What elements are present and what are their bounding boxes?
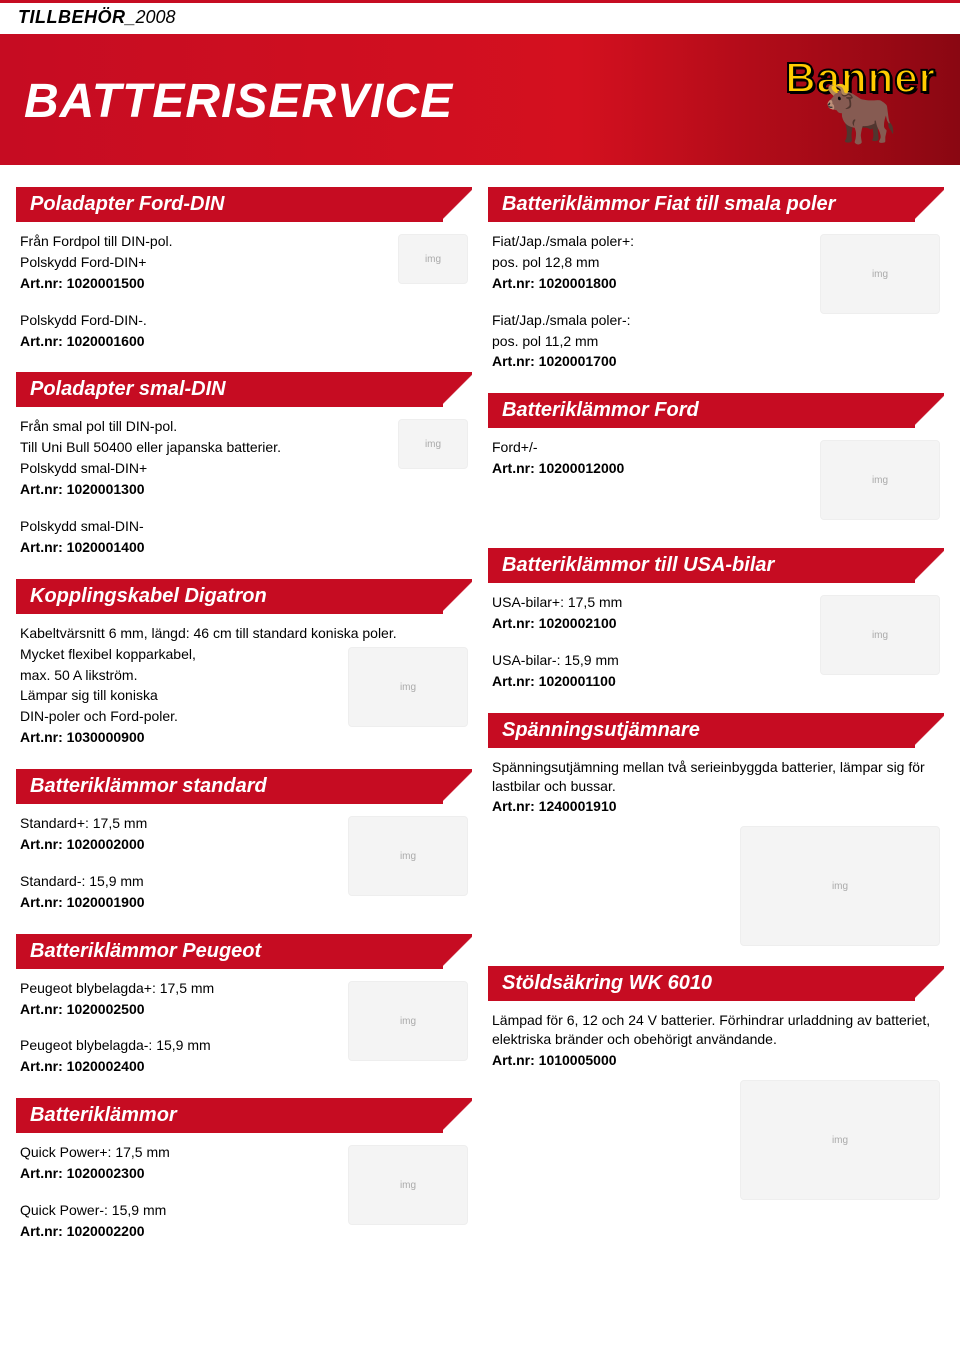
block-ford-din: img Från Fordpol till DIN-pol. Polskydd … xyxy=(16,232,472,358)
block-smal-din: img Från smal pol till DIN-pol. Till Uni… xyxy=(16,417,472,564)
section-klammor-fiat: Batteriklämmor Fiat till smala poler xyxy=(488,187,944,222)
section-klammor-usa: Batteriklämmor till USA-bilar xyxy=(488,548,944,583)
section-klammor: Batteriklämmor xyxy=(16,1098,472,1133)
block-usa: img USA-bilar+: 17,5 mm Art.nr: 10200021… xyxy=(488,593,944,699)
art-nr: Art.nr: 1030000900 xyxy=(20,728,468,747)
product-image: img xyxy=(348,1145,468,1225)
art-nr: Art.nr: 1020001300 xyxy=(20,480,468,499)
brand-logo: Banner 🐂 xyxy=(785,54,936,132)
product-image: img xyxy=(820,440,940,520)
right-column: Batteriklämmor Fiat till smala poler img… xyxy=(488,187,944,1249)
art-nr: Art.nr: 1010005000 xyxy=(492,1051,940,1070)
top-tag: TILLBEHÖR_2008 xyxy=(0,3,194,34)
block-peugeot: img Peugeot blybelagda+: 17,5 mm Art.nr:… xyxy=(16,979,472,1085)
section-klammor-standard: Batteriklämmor standard xyxy=(16,769,472,804)
block-ford: img Ford+/- Art.nr: 10200012000 xyxy=(488,438,944,534)
product-image: img xyxy=(820,234,940,314)
product-image: img xyxy=(348,981,468,1061)
product-image: img xyxy=(398,234,468,284)
product-image: img xyxy=(820,595,940,675)
section-klammor-peugeot: Batteriklämmor Peugeot xyxy=(16,934,472,969)
text: pos. pol 11,2 mm xyxy=(492,332,940,351)
text: Polskydd Ford-DIN-. xyxy=(20,311,468,330)
product-image: img xyxy=(348,647,468,727)
content-columns: Poladapter Ford-DIN img Från Fordpol til… xyxy=(0,165,960,1279)
text: Kabeltvärsnitt 6 mm, längd: 46 cm till s… xyxy=(20,624,468,643)
product-image: img xyxy=(740,826,940,946)
block-standard: img Standard+: 17,5 mm Art.nr: 102000200… xyxy=(16,814,472,920)
section-stoldsakring: Stöldsäkring WK 6010 xyxy=(488,966,944,1001)
left-column: Poladapter Ford-DIN img Från Fordpol til… xyxy=(16,187,472,1249)
block-wk6010: Lämpad för 6, 12 och 24 V batterier. För… xyxy=(488,1011,944,1206)
art-nr: Art.nr: 1020001600 xyxy=(20,332,468,351)
section-klammor-ford: Batteriklämmor Ford xyxy=(488,393,944,428)
art-nr: Art.nr: 1020001400 xyxy=(20,538,468,557)
art-nr: Art.nr: 1240001910 xyxy=(492,797,940,816)
hero-banner: BATTERISERVICE Banner 🐂 xyxy=(0,34,960,165)
text: Spänningsutjämning mellan två serieinbyg… xyxy=(492,758,940,796)
block-digatron: Kabeltvärsnitt 6 mm, längd: 46 cm till s… xyxy=(16,624,472,755)
text: Polskydd smal-DIN- xyxy=(20,517,468,536)
tag-bold: TILLBEHÖR xyxy=(18,7,126,27)
block-fiat: img Fiat/Jap./smala poler+: pos. pol 12,… xyxy=(488,232,944,379)
product-image: img xyxy=(398,419,468,469)
tag-year: _2008 xyxy=(126,7,176,27)
block-equalizer: Spänningsutjämning mellan två serieinbyg… xyxy=(488,758,944,953)
product-image: img xyxy=(740,1080,940,1200)
section-poladapter-smal-din: Poladapter smal-DIN xyxy=(16,372,472,407)
product-image: img xyxy=(348,816,468,896)
section-spanningsutjamnare: Spänningsutjämnare xyxy=(488,713,944,748)
art-nr: Art.nr: 1020001700 xyxy=(492,352,940,371)
text: Lämpad för 6, 12 och 24 V batterier. För… xyxy=(492,1011,940,1049)
section-kopplingskabel: Kopplingskabel Digatron xyxy=(16,579,472,614)
section-poladapter-ford-din: Poladapter Ford-DIN xyxy=(16,187,472,222)
block-quickpower: img Quick Power+: 17,5 mm Art.nr: 102000… xyxy=(16,1143,472,1249)
